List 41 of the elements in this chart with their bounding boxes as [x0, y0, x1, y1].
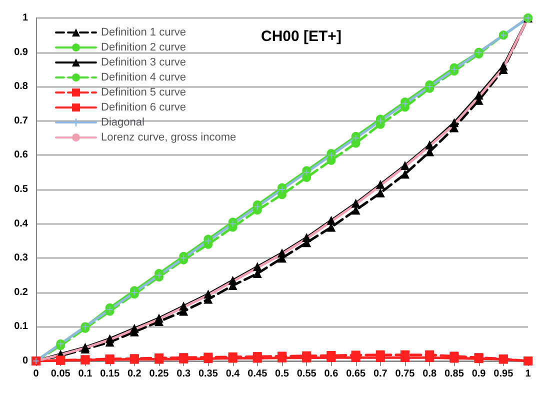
x-tick-label: 0.55	[296, 368, 317, 380]
y-tick-label: 0.8	[14, 81, 28, 92]
x-tick-label: 0.7	[373, 368, 388, 380]
x-tick-label: 0.9	[472, 368, 486, 380]
y-tick-label: 0.3	[14, 252, 28, 264]
y-tick-label: 0.9	[14, 46, 28, 58]
x-tick-label: 0.25	[149, 368, 170, 380]
x-tick-label: 0.85	[444, 368, 464, 380]
y-tick-label: 0.7	[14, 115, 28, 126]
legend-label: Lorenz curve, gross income	[101, 132, 236, 144]
x-tick-label: 0.2	[127, 368, 142, 380]
x-tick-label: 0.75	[395, 368, 416, 380]
x-tick-label: 0.8	[422, 368, 437, 380]
y-tick-label: 0	[22, 356, 28, 366]
x-tick-label: 0.15	[100, 368, 120, 380]
x-tick-label: 0.5	[275, 368, 290, 380]
y-tick-label: 0.1	[14, 321, 28, 332]
legend-label: Diagonal	[101, 116, 144, 128]
x-tick-label: 0	[33, 368, 40, 380]
text: CH00 [ET+]	[261, 28, 342, 45]
legend-label: Definition 6 curve	[101, 102, 186, 114]
x-tick-label: 0.45	[248, 368, 268, 380]
y-tick-label: 0.2	[14, 286, 28, 298]
x-tick-label: 0.4	[226, 368, 240, 380]
legend-label: Definition 4 curve	[101, 72, 186, 84]
x-tick-label: 0.05	[50, 368, 71, 380]
legend-label: Definition 2 curve	[101, 42, 186, 54]
x-tick-label: 0.35	[198, 368, 218, 380]
x-tick-label: 0.3	[176, 368, 191, 380]
x-tick-label: 0.65	[346, 368, 366, 380]
y-tick-label: 1	[22, 12, 28, 24]
y-tick-label: 0.5	[14, 184, 28, 195]
x-tick-label: 0.95	[494, 368, 514, 380]
x-tick-label: 1	[525, 368, 532, 380]
x-tick-label: 0.6	[324, 368, 339, 380]
y-tick-label: 0.6	[14, 150, 28, 161]
legend-label: Definition 5 curve	[101, 86, 186, 98]
legend-label: Definition 3 curve	[101, 56, 186, 68]
y-tick-label: 0.4	[14, 218, 28, 230]
legend-label: Definition 1 curve	[101, 26, 186, 38]
x-tick-label: 0.1	[78, 368, 93, 380]
